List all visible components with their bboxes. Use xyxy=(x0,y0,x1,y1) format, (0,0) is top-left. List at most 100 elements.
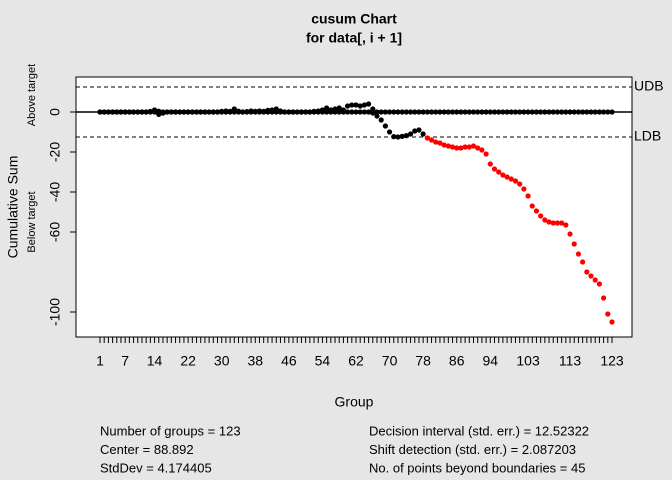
data-point xyxy=(181,109,187,115)
data-point xyxy=(479,147,485,153)
data-point xyxy=(517,109,523,115)
x-tick-label: 14 xyxy=(147,353,163,369)
data-point xyxy=(496,109,502,115)
data-point xyxy=(525,109,531,115)
data-point xyxy=(135,109,141,115)
data-point xyxy=(458,109,464,115)
data-point xyxy=(521,109,527,115)
data-point xyxy=(475,145,481,151)
data-point xyxy=(420,131,426,137)
data-point xyxy=(424,135,430,141)
x-tick-label: 7 xyxy=(121,353,129,369)
data-point xyxy=(605,109,611,115)
data-point xyxy=(424,109,430,115)
y-axis-label: Cumulative Sum xyxy=(5,156,21,259)
data-point xyxy=(156,111,162,117)
data-point xyxy=(605,311,611,317)
data-point xyxy=(584,269,590,275)
data-point xyxy=(416,109,422,115)
data-point xyxy=(601,295,607,301)
data-point xyxy=(500,172,506,178)
data-point xyxy=(227,109,233,115)
data-point xyxy=(433,139,439,145)
data-point xyxy=(479,109,485,115)
data-point xyxy=(437,109,443,115)
data-point xyxy=(596,281,603,287)
data-point xyxy=(109,109,116,115)
data-point xyxy=(441,142,447,148)
data-point xyxy=(185,109,191,115)
data-point xyxy=(269,109,275,115)
chart-subtitle: for data[, i + 1] xyxy=(306,30,402,46)
data-point xyxy=(454,109,460,115)
data-point xyxy=(114,109,120,115)
data-point xyxy=(386,129,393,135)
data-point xyxy=(458,145,464,151)
data-point xyxy=(475,109,481,115)
data-point xyxy=(172,109,179,115)
data-point xyxy=(508,109,514,115)
data-point xyxy=(529,109,535,115)
data-point xyxy=(294,109,300,115)
data-point xyxy=(361,102,367,108)
data-point xyxy=(588,109,594,115)
data-point xyxy=(571,241,577,247)
data-point xyxy=(345,109,351,115)
data-point xyxy=(345,103,351,109)
data-point xyxy=(382,109,388,115)
data-point xyxy=(361,109,367,115)
data-point xyxy=(533,208,540,214)
y-tick-label: -20 xyxy=(47,142,63,162)
data-point xyxy=(160,110,166,116)
data-point xyxy=(445,109,451,115)
data-point xyxy=(575,251,582,257)
data-point xyxy=(449,109,456,115)
data-point xyxy=(609,319,615,325)
data-point xyxy=(428,137,435,143)
data-point xyxy=(340,109,347,115)
data-point xyxy=(240,109,246,115)
data-point xyxy=(147,109,153,115)
data-point xyxy=(282,109,288,115)
data-point xyxy=(412,109,418,115)
data-point xyxy=(403,133,409,139)
y-label-above: Above target xyxy=(26,64,38,126)
data-point xyxy=(290,109,296,115)
data-point xyxy=(437,140,443,146)
data-point xyxy=(378,117,384,123)
data-point xyxy=(261,109,267,115)
data-point xyxy=(601,109,607,115)
data-point xyxy=(554,220,561,226)
data-point xyxy=(542,109,548,115)
data-point xyxy=(353,102,359,108)
data-point xyxy=(533,109,540,115)
x-tick-label: 22 xyxy=(180,353,196,369)
y-tick-label: -60 xyxy=(47,222,63,242)
x-tick-label: 62 xyxy=(348,353,364,369)
data-point xyxy=(105,109,111,115)
data-point xyxy=(118,109,124,115)
data-point xyxy=(517,181,523,187)
data-point xyxy=(554,109,561,115)
data-point xyxy=(567,109,573,115)
x-tick-label: 30 xyxy=(214,353,230,369)
data-point xyxy=(336,105,342,111)
data-point xyxy=(277,109,284,115)
data-point xyxy=(349,102,355,108)
data-point xyxy=(559,220,565,226)
data-point xyxy=(580,109,586,115)
plot-area xyxy=(75,76,633,338)
data-point xyxy=(370,106,376,112)
stat-text: Number of groups = 123 xyxy=(100,423,241,438)
data-point xyxy=(483,151,489,157)
data-point xyxy=(491,166,498,172)
data-point xyxy=(374,113,380,119)
data-point xyxy=(130,109,137,115)
data-point xyxy=(244,109,250,115)
data-point xyxy=(538,213,544,219)
data-point xyxy=(273,109,279,115)
data-point xyxy=(491,109,498,115)
data-point xyxy=(546,109,552,115)
data-point xyxy=(386,109,393,115)
stat-text: StdDev = 4.174405 xyxy=(100,460,212,475)
